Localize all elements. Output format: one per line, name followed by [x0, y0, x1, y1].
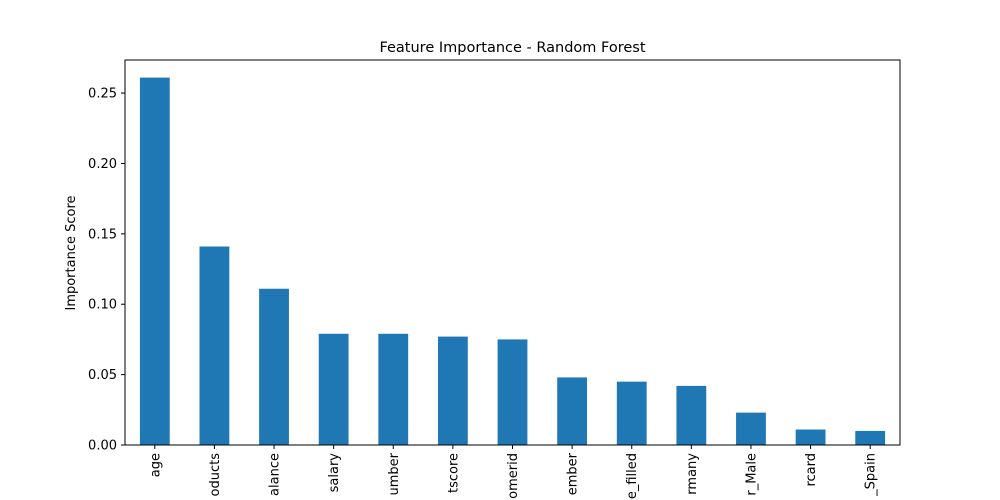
- x-axis: age oducts alance salary umber tscore omerid em…: [148, 445, 879, 499]
- bar-0: [139, 77, 170, 445]
- y-tick-label: 0.00: [88, 439, 117, 454]
- x-tick-label: umber: [387, 452, 402, 495]
- x-tick-label: oducts: [208, 453, 223, 497]
- bar-11: [795, 429, 826, 445]
- x-tick-label: e_filled: [625, 453, 640, 499]
- plot-frame: [124, 59, 901, 446]
- bar-3: [318, 333, 349, 445]
- x-tick-label: tscore: [446, 453, 461, 493]
- bar-1: [199, 246, 230, 445]
- x-tick-label: alance: [268, 453, 283, 496]
- x-tick-label: ember: [566, 452, 581, 495]
- y-tick-label: 0.10: [88, 298, 117, 313]
- y-tick-label: 0.15: [88, 227, 117, 242]
- bar-8: [616, 381, 647, 445]
- bar-10: [736, 412, 766, 445]
- chart-title: Feature Importance - Random Forest: [379, 40, 645, 56]
- y-axis: 0.00 0.05 0.10 0.15 0.20 0.25: [88, 87, 125, 454]
- bars: [139, 77, 886, 445]
- x-tick-label: rmany: [685, 453, 700, 495]
- y-tick-label: 0.25: [88, 87, 117, 102]
- bar-7: [557, 377, 588, 445]
- y-tick-label: 0.20: [88, 157, 117, 172]
- bar-2: [259, 288, 289, 445]
- bar-4: [378, 333, 409, 445]
- x-tick-label: omerid: [506, 453, 521, 499]
- x-tick-label: rcard: [804, 453, 819, 487]
- x-tick-label: r_Male: [744, 453, 759, 496]
- bar-6: [497, 339, 528, 445]
- bar-9: [676, 385, 707, 445]
- x-tick-label: salary: [327, 453, 342, 493]
- x-tick-label: _Spain: [864, 453, 879, 497]
- x-tick-label: age: [148, 453, 163, 477]
- bar-5: [437, 336, 468, 445]
- y-tick-label: 0.05: [88, 368, 117, 383]
- y-axis-label: Importance Score: [64, 195, 79, 310]
- bar-12: [855, 430, 886, 445]
